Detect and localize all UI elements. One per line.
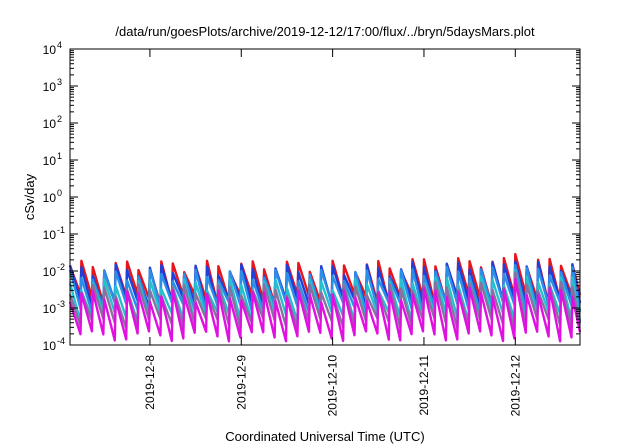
series-line [68, 264, 582, 314]
y-tick-label: 10 [43, 339, 57, 353]
x-axis-label: Coordinated Universal Time (UTC) [225, 429, 424, 444]
y-tick-exponent: 2 [57, 114, 62, 124]
y-tick-label: 10 [43, 302, 57, 316]
series-line [68, 268, 582, 324]
y-tick-label: 10 [43, 228, 57, 242]
y-tick-exponent: -3 [57, 299, 65, 309]
y-tick-label: 10 [43, 265, 57, 279]
x-tick-label: 2019-12-8 [143, 355, 157, 410]
series-group [68, 252, 582, 343]
y-tick-label: 10 [43, 80, 57, 94]
series-line [68, 277, 582, 343]
y-tick-exponent: 1 [57, 151, 62, 161]
y-tick-exponent: 0 [57, 188, 62, 198]
x-tick-label: 2019-12-11 [417, 355, 431, 416]
y-tick-exponent: -2 [57, 262, 65, 272]
x-tick-label: 2019-12-9 [234, 355, 248, 410]
y-tick-exponent: -4 [57, 336, 65, 346]
y-tick-exponent: 3 [57, 77, 62, 87]
y-tick-label: 10 [43, 154, 57, 168]
y-tick-exponent: -1 [57, 225, 65, 235]
chart-title: /data/run/goesPlots/archive/2019-12-12/1… [115, 24, 535, 39]
plot-frame [69, 48, 581, 346]
y-tick-exponent: 4 [57, 40, 62, 50]
x-tick-label: 2019-12-10 [326, 355, 340, 417]
x-tick-label: 2019-12-12 [508, 355, 522, 417]
y-tick-label: 10 [43, 43, 57, 57]
series-line [68, 271, 582, 330]
y-axis-label: cSv/day [22, 173, 37, 220]
y-tick-label: 10 [43, 191, 57, 205]
y-tick-label: 10 [43, 117, 57, 131]
